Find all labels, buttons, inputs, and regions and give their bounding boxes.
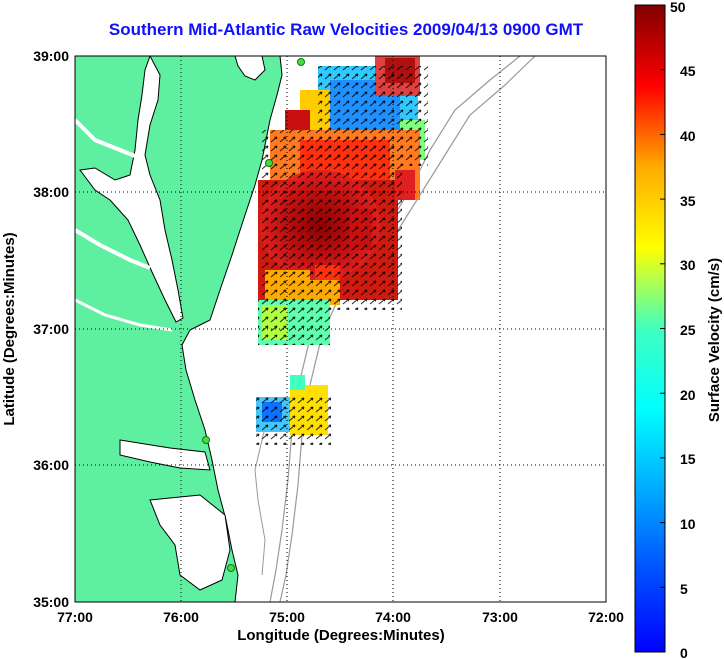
colorbar-tick-label: 0 (680, 645, 688, 659)
radar-station-marker (202, 436, 210, 444)
radar-station-marker (227, 564, 235, 572)
river-3 (75, 298, 173, 332)
radar-station-marker (265, 159, 273, 167)
colorbar-tick-label: 15 (680, 451, 696, 467)
map-grid (75, 56, 606, 602)
y-tick-label: 39:00 (33, 48, 69, 64)
x-tick-label: 72:00 (588, 609, 624, 625)
x-tick-label: 74:00 (375, 609, 411, 625)
y-tick-label: 38:00 (33, 184, 69, 200)
radar-station-marker (297, 58, 305, 66)
velocity-vectors (256, 66, 428, 445)
colorbar: 50 45 40 35 30 25 20 15 10 5 0 Surface V… (634, 0, 723, 659)
colorbar-ticks (660, 4, 665, 653)
colorbar-tick-label: 35 (680, 193, 696, 209)
y-axis: 39:00 38:00 37:00 36:00 35:00 Latitude (… (1, 48, 69, 610)
colorbar-tick-label: 45 (680, 63, 696, 79)
colorbar-label: Surface Velocity (cm/s) (706, 258, 723, 422)
pamlico-sound (149, 494, 231, 591)
colorbar-tick-label: 50 (670, 0, 686, 15)
map-frame (74, 55, 607, 603)
colorbar-tick-label: 30 (680, 257, 696, 273)
x-tick-label: 73:00 (482, 609, 518, 625)
albemarle-sound (119, 439, 211, 471)
x-tick-label: 77:00 (57, 609, 93, 625)
colorbar-tick-label: 5 (680, 581, 688, 597)
x-tick-label: 75:00 (269, 609, 305, 625)
colorbar-tick-label: 10 (680, 516, 696, 532)
colorbar-tick-label: 20 (680, 387, 696, 403)
delaware-bay (234, 56, 266, 81)
map-title: Southern Mid-Atlantic Raw Velocities 200… (108, 20, 584, 39)
chesapeake-bay (79, 56, 184, 323)
x-tick-label: 76:00 (163, 609, 199, 625)
y-tick-label: 37:00 (33, 321, 69, 337)
x-axis-label: Longitude (Degrees:Minutes) (237, 627, 445, 644)
colorbar-tick-label: 40 (680, 128, 696, 144)
river-1 (75, 118, 141, 160)
x-axis: 77:00 76:00 75:00 74:00 73:00 72:00 Long… (57, 609, 624, 644)
radar-stations (202, 58, 305, 572)
river-2 (75, 228, 151, 270)
y-axis-label: Latitude (Degrees:Minutes) (1, 232, 18, 425)
y-tick-label: 35:00 (33, 594, 69, 610)
colorbar-tick-label: 25 (680, 322, 696, 338)
y-tick-label: 36:00 (33, 457, 69, 473)
